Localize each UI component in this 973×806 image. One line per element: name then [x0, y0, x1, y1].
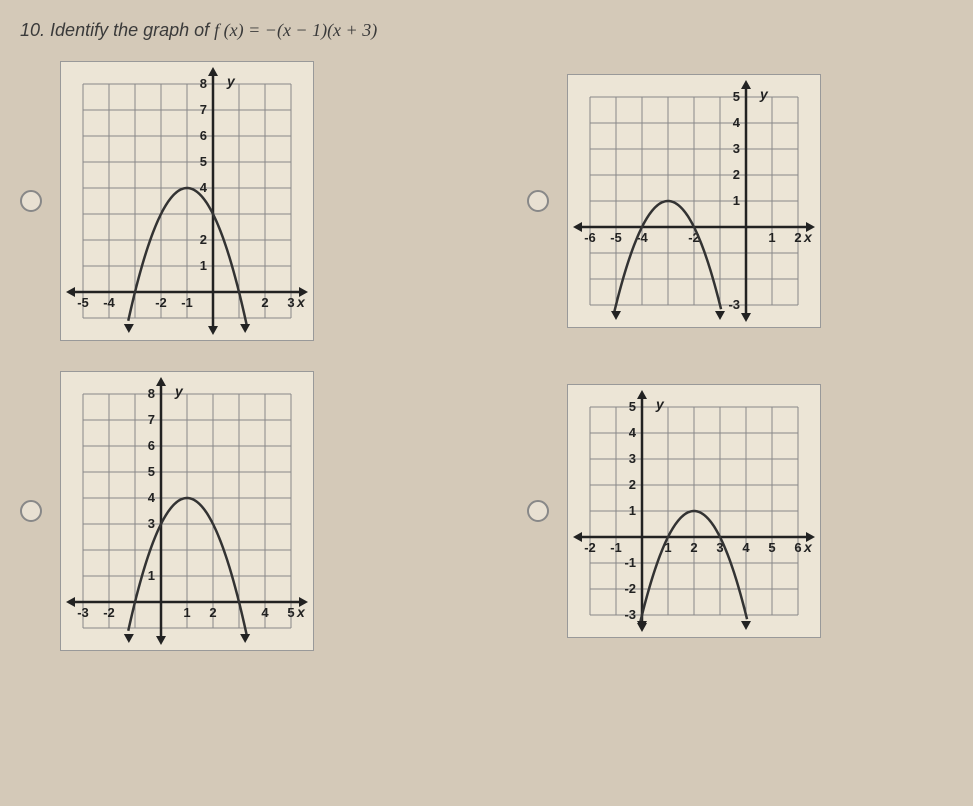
svg-text:7: 7 — [200, 102, 207, 117]
svg-text:8: 8 — [200, 76, 207, 91]
svg-text:2: 2 — [690, 540, 697, 555]
svg-text:6: 6 — [148, 438, 155, 453]
svg-text:5: 5 — [768, 540, 775, 555]
svg-text:-6: -6 — [584, 230, 596, 245]
chart-b-wrap: -6-5-4-212-312345yx — [567, 74, 821, 328]
svg-text:x: x — [296, 294, 306, 310]
svg-text:2: 2 — [732, 167, 739, 182]
svg-text:-5: -5 — [77, 295, 89, 310]
chart-c-wrap: -3 -2 1 2 4 5 1 3 4 5 6 7 8 y x — [60, 371, 314, 651]
svg-text:4: 4 — [261, 605, 269, 620]
svg-text:-4: -4 — [103, 295, 115, 310]
svg-text:1: 1 — [628, 503, 635, 518]
svg-text:-2: -2 — [624, 581, 636, 596]
svg-text:-3: -3 — [624, 607, 636, 622]
svg-text:7: 7 — [148, 412, 155, 427]
svg-text:-3: -3 — [77, 605, 89, 620]
svg-text:x: x — [296, 604, 306, 620]
svg-text:2: 2 — [794, 230, 801, 245]
question-function: f (x) = −(x − 1)(x + 3) — [214, 20, 377, 40]
svg-text:6: 6 — [200, 128, 207, 143]
svg-text:5: 5 — [287, 605, 294, 620]
question-number: 10. — [20, 20, 45, 40]
svg-text:5: 5 — [148, 464, 155, 479]
svg-text:4: 4 — [148, 490, 156, 505]
svg-text:6: 6 — [794, 540, 801, 555]
svg-text:y: y — [759, 86, 769, 102]
svg-text:x: x — [803, 539, 813, 555]
svg-text:3: 3 — [628, 451, 635, 466]
option-a[interactable]: -5 -4 -2 -1 2 3 1 2 4 5 6 7 8 y x — [20, 61, 447, 341]
svg-text:2: 2 — [628, 477, 635, 492]
svg-text:-2: -2 — [103, 605, 115, 620]
svg-text:x: x — [803, 229, 813, 245]
option-d[interactable]: -2-1123456-3-2-112345yx — [527, 371, 954, 651]
svg-text:1: 1 — [200, 258, 207, 273]
chart-d: -2-1123456-3-2-112345yx — [572, 389, 816, 633]
question-prompt: Identify the graph of — [50, 20, 209, 40]
radio-b[interactable] — [527, 190, 549, 212]
chart-a: -5 -4 -2 -1 2 3 1 2 4 5 6 7 8 y x — [65, 66, 309, 336]
svg-text:3: 3 — [148, 516, 155, 531]
radio-c[interactable] — [20, 500, 42, 522]
svg-text:3: 3 — [287, 295, 294, 310]
svg-text:3: 3 — [732, 141, 739, 156]
svg-text:4: 4 — [200, 180, 208, 195]
svg-text:1: 1 — [732, 193, 739, 208]
svg-text:-2: -2 — [155, 295, 167, 310]
chart-c: -3 -2 1 2 4 5 1 3 4 5 6 7 8 y x — [65, 376, 309, 646]
chart-b: -6-5-4-212-312345yx — [572, 79, 816, 323]
radio-a[interactable] — [20, 190, 42, 212]
option-b[interactable]: -6-5-4-212-312345yx — [527, 61, 954, 341]
svg-text:8: 8 — [148, 386, 155, 401]
svg-text:-5: -5 — [610, 230, 622, 245]
svg-text:5: 5 — [200, 154, 207, 169]
svg-text:-2: -2 — [584, 540, 596, 555]
svg-text:y: y — [174, 383, 184, 399]
svg-text:-1: -1 — [610, 540, 622, 555]
svg-text:-1: -1 — [181, 295, 193, 310]
options-grid: -5-4-2-1231245678yx -6-5-4-212-312345yx … — [20, 61, 953, 651]
svg-text:1: 1 — [768, 230, 775, 245]
svg-text:4: 4 — [742, 540, 750, 555]
svg-text:4: 4 — [628, 425, 636, 440]
svg-text:2: 2 — [209, 605, 216, 620]
option-c[interactable]: -3 -2 1 2 4 5 1 3 4 5 6 7 8 y x — [20, 371, 447, 651]
svg-text:1: 1 — [183, 605, 190, 620]
svg-text:1: 1 — [148, 568, 155, 583]
svg-text:2: 2 — [200, 232, 207, 247]
question-text: 10. Identify the graph of f (x) = −(x − … — [20, 20, 953, 41]
svg-text:4: 4 — [732, 115, 740, 130]
chart-a-wrap: -5 -4 -2 -1 2 3 1 2 4 5 6 7 8 y x — [60, 61, 314, 341]
svg-text:2: 2 — [261, 295, 268, 310]
svg-text:y: y — [655, 396, 665, 412]
svg-text:-1: -1 — [624, 555, 636, 570]
svg-text:5: 5 — [732, 89, 739, 104]
chart-d-wrap: -2-1123456-3-2-112345yx — [567, 384, 821, 638]
svg-text:y: y — [226, 73, 236, 89]
radio-d[interactable] — [527, 500, 549, 522]
svg-text:-3: -3 — [728, 297, 740, 312]
svg-text:5: 5 — [628, 399, 635, 414]
